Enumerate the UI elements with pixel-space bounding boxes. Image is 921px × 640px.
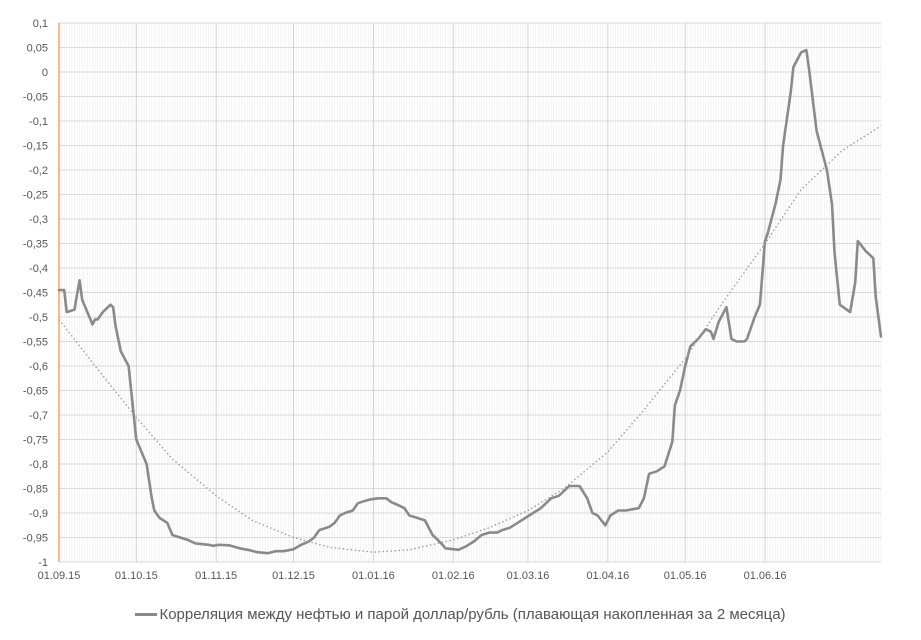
- x-tick-label: 01.09.15: [38, 570, 81, 582]
- y-tick-label: -0,05: [23, 92, 48, 104]
- y-tick-label: -0,45: [23, 288, 48, 300]
- x-tick-label: 01.04.16: [586, 570, 629, 582]
- y-tick-label: -0,65: [23, 386, 48, 398]
- y-tick-label: -0,4: [29, 263, 48, 275]
- major-gridlines: [58, 22, 881, 563]
- y-tick-label: -0,35: [23, 239, 48, 251]
- y-tick-label: 0: [42, 67, 48, 79]
- x-tick-label: 01.03.16: [507, 570, 550, 582]
- x-axis: 01.09.15 01.10.15 01.11.15 01.12.15 01.01.16…: [38, 570, 787, 582]
- y-tick-label: -0,3: [29, 214, 48, 226]
- y-tick-label: -1: [38, 557, 48, 569]
- x-tick-label: 01.01.16: [352, 570, 395, 582]
- y-tick-label: -0,2: [29, 165, 48, 177]
- correlation-series-line: [57, 48, 883, 555]
- y-tick-label: -0,9: [29, 508, 48, 520]
- y-tick-label: -0,55: [23, 337, 48, 349]
- y-tick-label: -0,85: [23, 484, 48, 496]
- correlation-line-chart: 0,1 0,05 0 -0,05 -0,1 -0,15 -0,2 -0,25 -0,3 -0,35…: [23, 18, 883, 582]
- y-tick-label: -0,95: [23, 533, 48, 545]
- y-axis: 0,1 0,05 0 -0,05 -0,1 -0,15 -0,2 -0,25 -0,3 -0,35…: [23, 18, 60, 569]
- series-layer: [57, 48, 883, 555]
- legend-swatch: [135, 612, 158, 616]
- y-tick-label: -0,1: [29, 116, 48, 128]
- y-tick-label: -0,5: [29, 312, 48, 324]
- y-tick-label: -0,75: [23, 435, 48, 447]
- x-tick-label: 01.10.15: [115, 570, 158, 582]
- y-tick-label: 0,05: [27, 43, 48, 55]
- y-tick-label: 0,1: [33, 18, 48, 30]
- y-tick-label: -0,7: [29, 410, 48, 422]
- x-tick-label: 01.05.16: [664, 570, 707, 582]
- y-tick-label: -0,8: [29, 459, 48, 471]
- x-tick-label: 01.12.15: [272, 570, 315, 582]
- legend: Корреляция между нефтью и парой доллар/р…: [0, 606, 921, 623]
- trend-line: [58, 125, 882, 553]
- x-tick-label: 01.02.16: [432, 570, 475, 582]
- legend-label: Корреляция между нефтью и парой доллар/р…: [159, 606, 786, 623]
- y-tick-label: -0,15: [23, 141, 48, 153]
- x-tick-label: 01.06.16: [744, 570, 787, 582]
- x-tick-label: 01.11.15: [195, 570, 237, 582]
- y-tick-label: -0,6: [29, 361, 48, 373]
- y-tick-label: -0,25: [23, 190, 48, 202]
